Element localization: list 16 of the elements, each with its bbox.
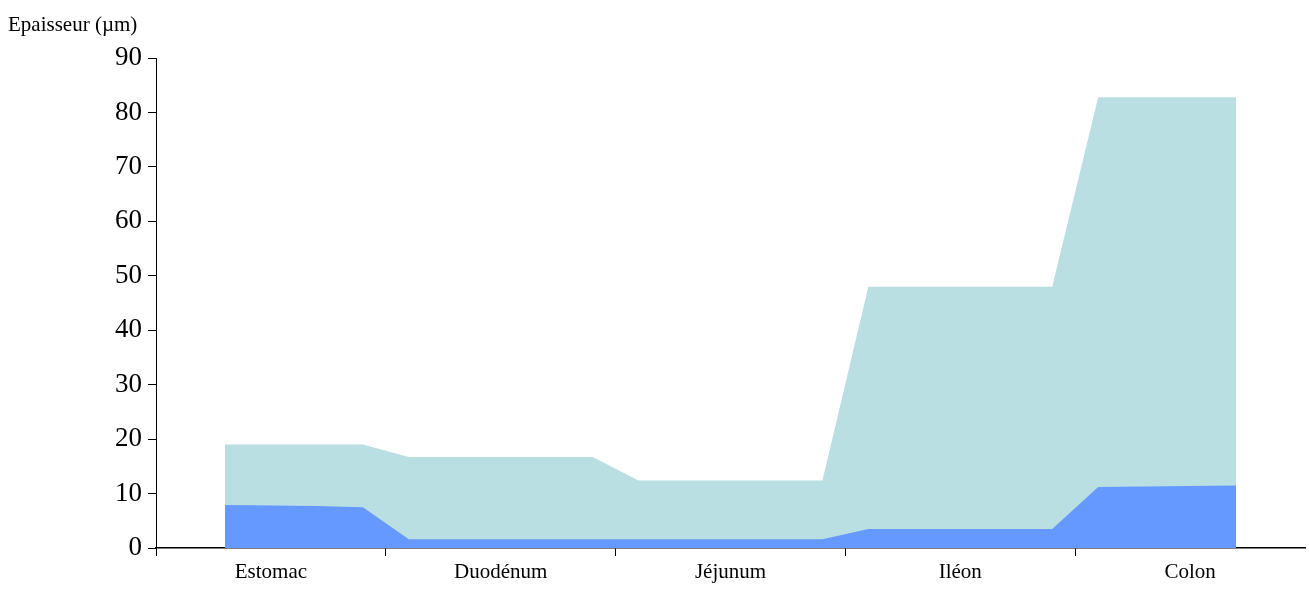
- y-tick-label: 20: [115, 422, 142, 453]
- x-tick-label: Estomac: [234, 559, 308, 584]
- y-tick-label: 90: [115, 41, 142, 72]
- y-tick-label: 70: [115, 149, 142, 180]
- y-tick-label: 40: [115, 313, 142, 344]
- y-tick-label: 60: [115, 204, 142, 235]
- x-tick-label: Jéjunum: [694, 559, 767, 584]
- y-tick-label: 10: [115, 476, 142, 507]
- x-tick-label: Iléon: [938, 559, 983, 584]
- y-axis-title: Epaisseur (µm): [8, 11, 138, 36]
- x-tick-label: Colon: [1164, 559, 1217, 584]
- y-tick-label: 0: [128, 531, 142, 562]
- x-tick-label: Duodénum: [454, 559, 548, 584]
- y-tick-label: 50: [115, 258, 142, 289]
- y-tick-label: 30: [115, 367, 142, 398]
- y-tick-label: 80: [115, 95, 142, 126]
